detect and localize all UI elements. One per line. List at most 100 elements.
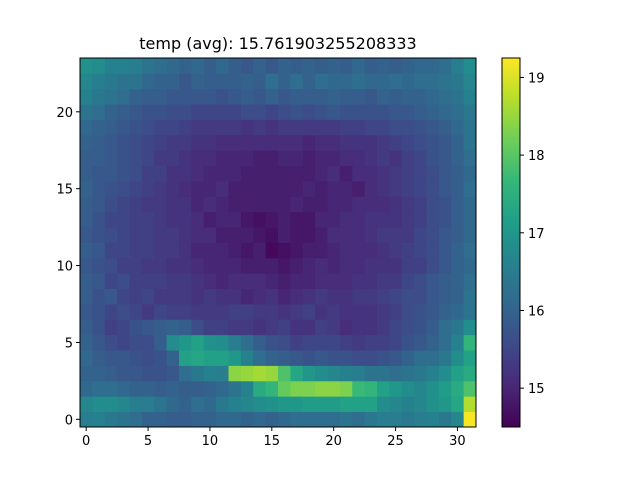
heatmap-cell bbox=[154, 304, 168, 320]
heatmap-cell bbox=[278, 196, 291, 213]
heatmap-cell bbox=[129, 58, 143, 74]
heatmap-cell bbox=[129, 150, 143, 167]
heatmap-cell bbox=[166, 365, 180, 382]
heatmap-cell bbox=[166, 88, 180, 105]
heatmap-cell bbox=[278, 104, 291, 120]
heatmap-cell bbox=[104, 73, 118, 90]
heatmap-cell bbox=[191, 181, 205, 197]
heatmap-cell bbox=[265, 411, 279, 428]
heatmap-cell bbox=[191, 134, 205, 151]
heatmap-cell bbox=[327, 58, 341, 74]
heatmap-cell bbox=[203, 88, 217, 105]
heatmap-cell bbox=[352, 196, 366, 213]
heatmap-cell bbox=[401, 104, 415, 120]
heatmap-cell bbox=[290, 119, 304, 136]
heatmap-cell bbox=[302, 104, 316, 120]
heatmap-cell bbox=[154, 396, 168, 413]
heatmap-cell bbox=[80, 319, 93, 336]
heatmap-cell bbox=[438, 165, 452, 182]
heatmap-cell bbox=[438, 396, 452, 413]
heatmap-cell bbox=[117, 350, 130, 366]
heatmap-cell bbox=[352, 411, 366, 428]
heatmap-cell bbox=[265, 227, 279, 243]
heatmap-cell bbox=[191, 411, 205, 428]
heatmap-cell bbox=[166, 411, 180, 428]
heatmap-cell bbox=[438, 365, 452, 382]
heatmap-cell bbox=[463, 73, 477, 90]
heatmap-cell bbox=[240, 319, 254, 336]
heatmap-cell bbox=[179, 257, 192, 274]
heatmap-cell bbox=[315, 304, 328, 320]
heatmap-cell bbox=[290, 58, 304, 74]
heatmap-cell bbox=[179, 396, 192, 413]
heatmap-cell bbox=[191, 319, 205, 336]
heatmap-cell bbox=[438, 58, 452, 74]
heatmap-cell bbox=[240, 119, 254, 136]
heatmap-cell bbox=[104, 257, 118, 274]
heatmap-cell bbox=[240, 211, 254, 228]
heatmap-cell bbox=[166, 288, 180, 305]
heatmap-cell bbox=[377, 165, 390, 182]
heatmap-cell bbox=[401, 319, 415, 336]
heatmap-cell bbox=[438, 288, 452, 305]
heatmap-cell bbox=[228, 257, 242, 274]
heatmap-cell bbox=[203, 411, 217, 428]
heatmap-cell bbox=[278, 227, 291, 243]
heatmap-cell bbox=[166, 104, 180, 120]
heatmap-cell bbox=[414, 211, 427, 228]
heatmap-cell bbox=[191, 242, 205, 259]
x-tick-label: 20 bbox=[325, 434, 342, 449]
heatmap-cell bbox=[377, 334, 390, 351]
heatmap-cell bbox=[265, 334, 279, 351]
heatmap-cell bbox=[315, 380, 328, 397]
heatmap-cell bbox=[240, 150, 254, 167]
heatmap-cell bbox=[327, 396, 341, 413]
heatmap-cell bbox=[80, 58, 93, 74]
heatmap-cell bbox=[414, 380, 427, 397]
heatmap-cell bbox=[154, 58, 168, 74]
heatmap-cell bbox=[129, 273, 143, 290]
heatmap-cell bbox=[216, 58, 229, 74]
heatmap-cell bbox=[265, 365, 279, 382]
heatmap-cell bbox=[438, 273, 452, 290]
heatmap-cell bbox=[228, 411, 242, 428]
heatmap-cell bbox=[290, 104, 304, 120]
heatmap-cell bbox=[253, 288, 267, 305]
heatmap-cell bbox=[129, 304, 143, 320]
heatmap-cell bbox=[179, 350, 192, 366]
heatmap-cell bbox=[117, 396, 130, 413]
heatmap-cell bbox=[389, 334, 403, 351]
chart-title: temp (avg): 15.761903255208333 bbox=[139, 34, 416, 53]
heatmap-cell bbox=[278, 273, 291, 290]
heatmap-cell bbox=[92, 257, 106, 274]
heatmap-cell bbox=[327, 319, 341, 336]
heatmap-cell bbox=[141, 165, 155, 182]
heatmap-cell bbox=[253, 58, 267, 74]
heatmap-cell bbox=[228, 304, 242, 320]
heatmap-cell bbox=[92, 304, 106, 320]
colorbar-tick-label: 18 bbox=[528, 149, 545, 164]
heatmap-cell bbox=[104, 119, 118, 136]
heatmap-cell bbox=[426, 181, 440, 197]
heatmap-cell bbox=[463, 350, 477, 366]
heatmap-cell bbox=[203, 58, 217, 74]
heatmap-cell bbox=[191, 211, 205, 228]
heatmap-cell bbox=[228, 150, 242, 167]
heatmap-cell bbox=[426, 242, 440, 259]
heatmap-cell bbox=[154, 365, 168, 382]
heatmap-cell bbox=[451, 181, 465, 197]
heatmap-cell bbox=[414, 365, 427, 382]
heatmap-cell bbox=[166, 350, 180, 366]
heatmap-cell bbox=[377, 242, 390, 259]
heatmap-cell bbox=[315, 334, 328, 351]
heatmap-cell bbox=[216, 319, 229, 336]
heatmap-cell bbox=[253, 319, 267, 336]
heatmap-cell bbox=[364, 411, 378, 428]
heatmap-cell bbox=[290, 350, 304, 366]
heatmap-cell bbox=[352, 88, 366, 105]
heatmap-cell bbox=[426, 134, 440, 151]
heatmap-cell bbox=[265, 211, 279, 228]
heatmap-cell bbox=[389, 211, 403, 228]
heatmap-cell bbox=[426, 319, 440, 336]
heatmap-cell bbox=[401, 181, 415, 197]
